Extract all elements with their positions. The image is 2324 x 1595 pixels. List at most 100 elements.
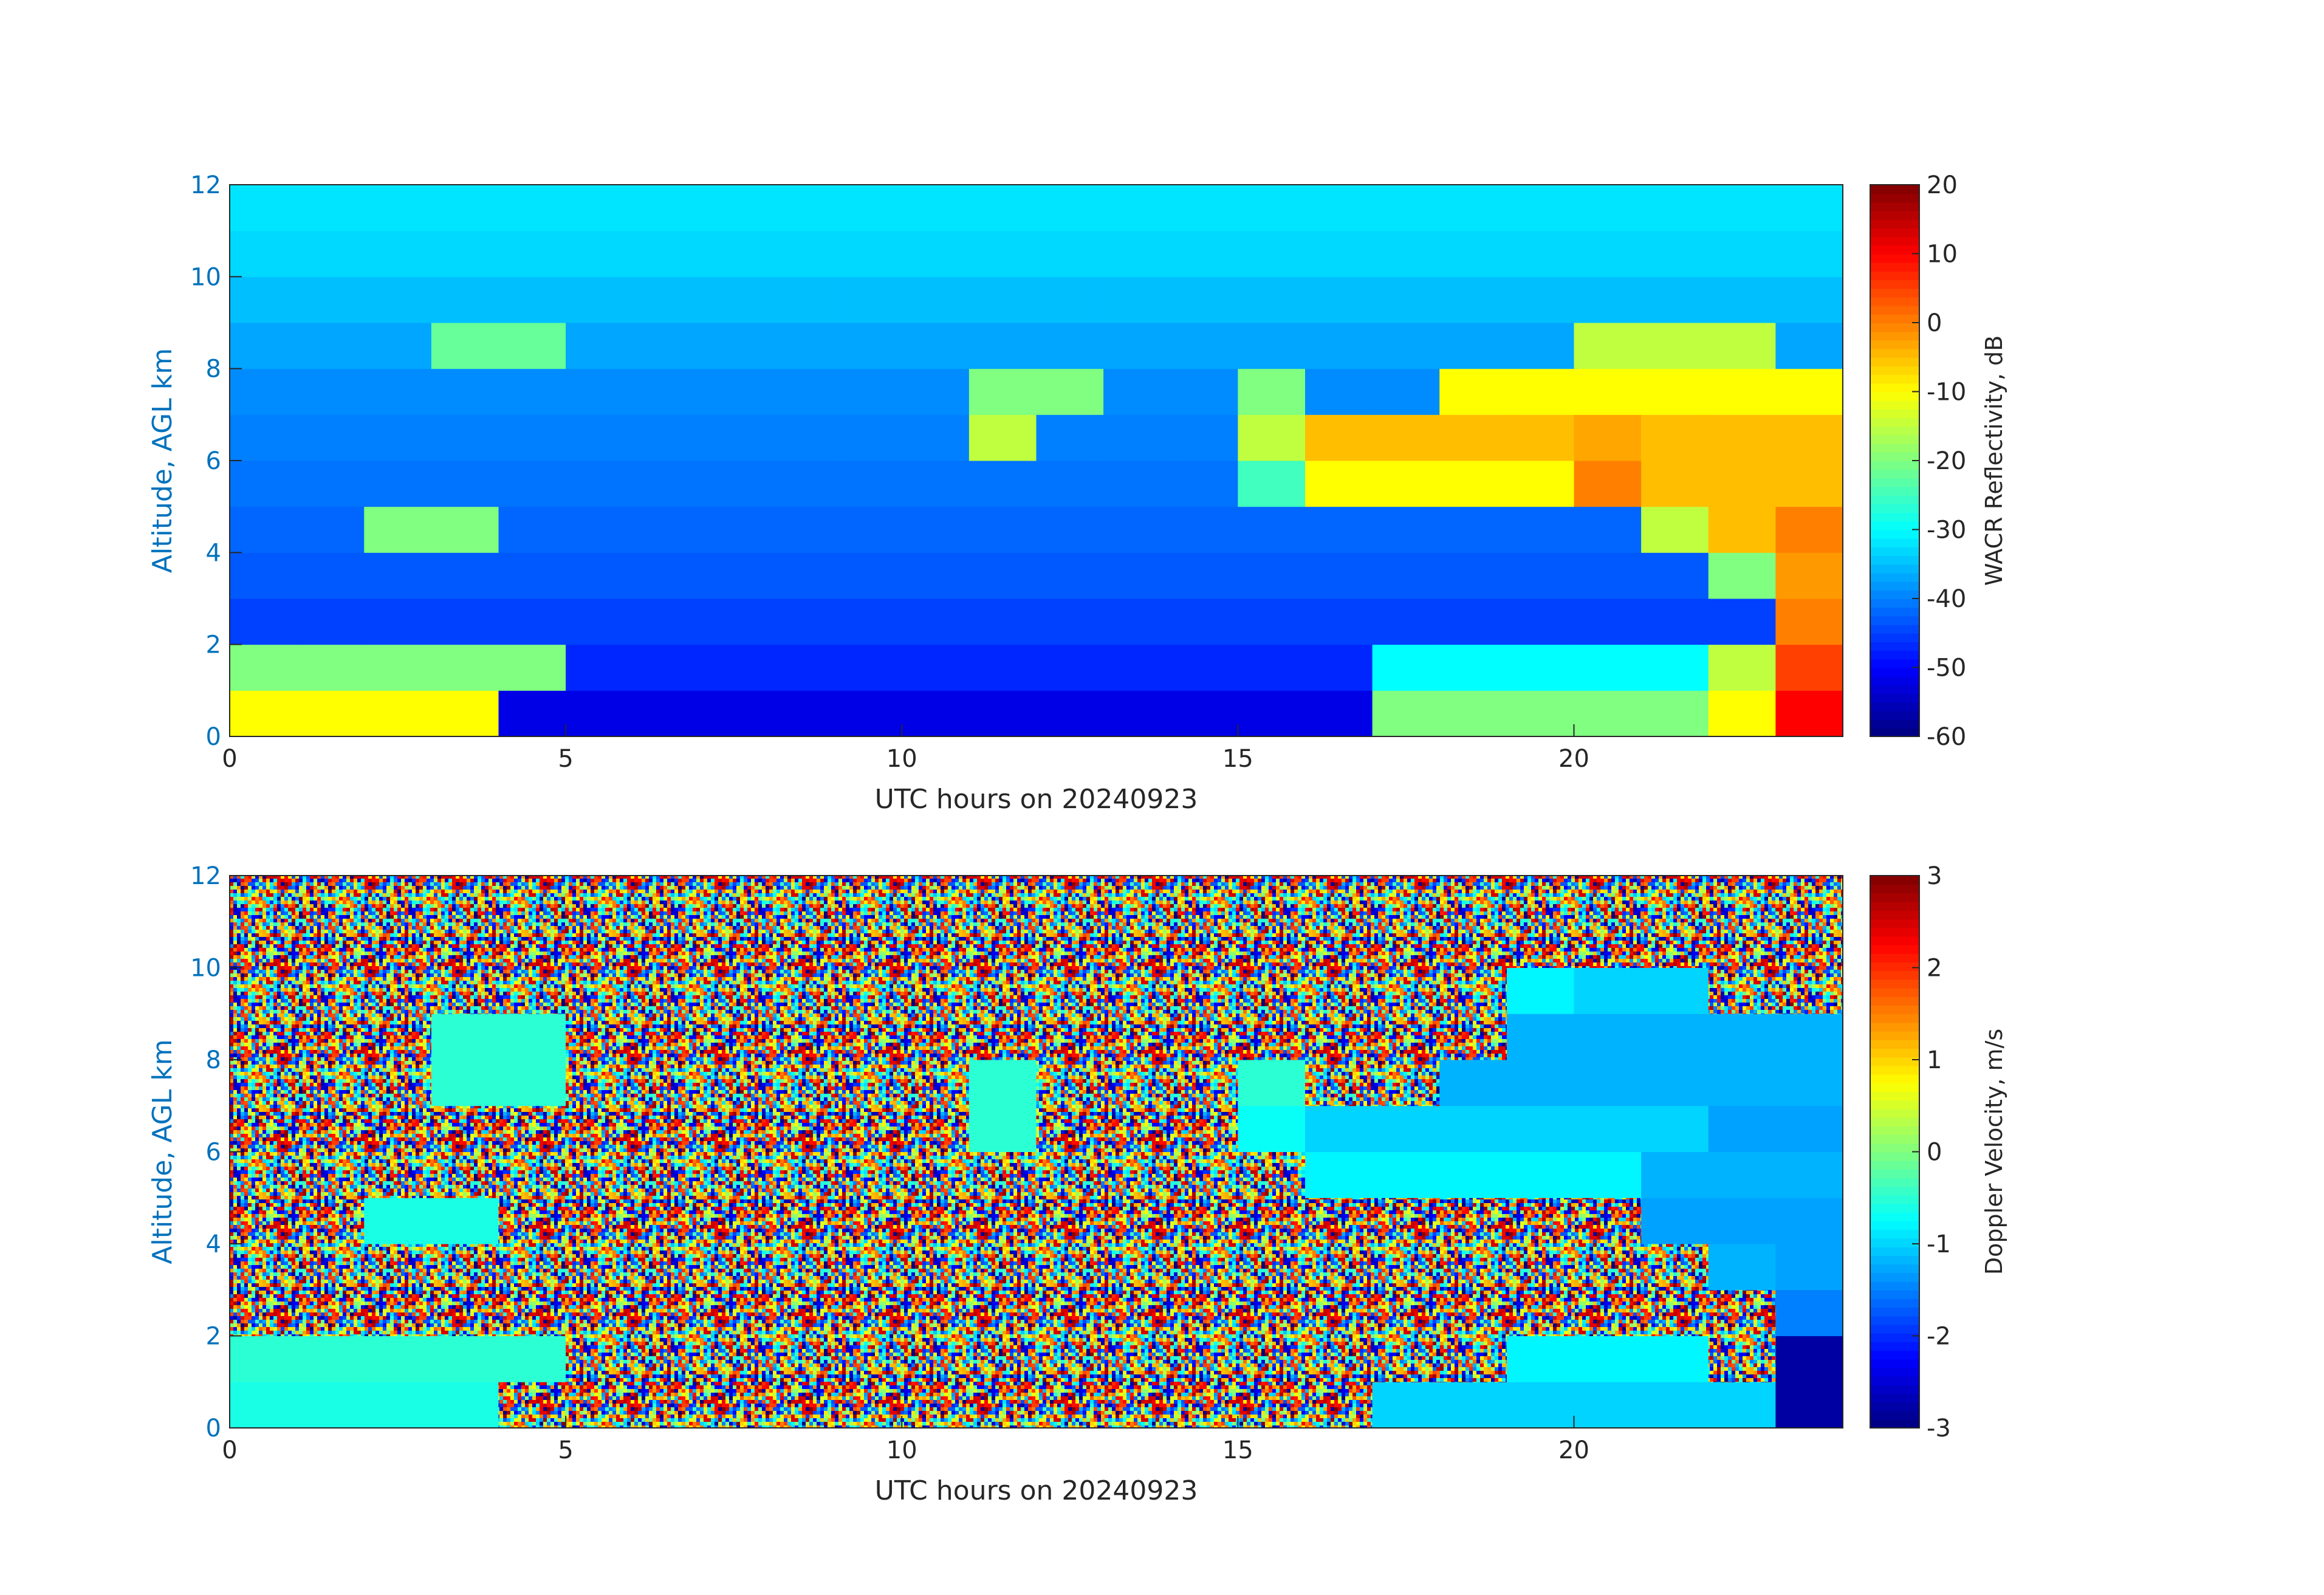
heatmap-cell — [968, 599, 1037, 645]
heatmap-cell — [1170, 368, 1238, 415]
heatmap-cell — [1238, 230, 1306, 277]
heatmap-cell — [1574, 967, 1642, 1014]
heatmap-cell — [1305, 1198, 1373, 1244]
heatmap-cell — [767, 876, 835, 922]
heatmap-cell — [1775, 1336, 1843, 1382]
colorbar-step — [1870, 884, 1919, 894]
colorbar-step — [1870, 374, 1919, 384]
heatmap-cell — [498, 506, 566, 553]
heatmap-cell — [834, 323, 902, 369]
heatmap-cell — [1372, 1014, 1440, 1060]
heatmap-cell — [1170, 552, 1238, 599]
heatmap-cell — [1641, 368, 1709, 415]
heatmap-cell — [296, 1060, 365, 1106]
heatmap-cell — [1372, 1105, 1440, 1152]
heatmap-cell — [1372, 599, 1440, 645]
colorbar-tick-label: 0 — [1927, 1139, 1942, 1167]
colorbar-step — [1870, 710, 1919, 720]
heatmap-cell — [1641, 876, 1709, 922]
heatmap-cell — [632, 1382, 701, 1429]
heatmap-cell — [1036, 1382, 1104, 1429]
heatmap-cell — [700, 506, 768, 553]
colorbar-tick-label: 2 — [1927, 955, 1942, 983]
heatmap-cell — [364, 185, 432, 232]
y-tick-label: 8 — [206, 1046, 221, 1074]
colorbar-step — [1870, 400, 1919, 410]
heatmap-cell — [1036, 1014, 1104, 1060]
heatmap-cell — [1305, 1244, 1373, 1291]
heatmap-cell — [1708, 368, 1776, 415]
heatmap-cell — [1641, 552, 1709, 599]
heatmap-cell — [1506, 323, 1574, 369]
colorbar-step — [1870, 357, 1919, 366]
colorbar-step — [1870, 219, 1919, 228]
colorbar-step — [1870, 1134, 1919, 1144]
heatmap-cell — [968, 230, 1037, 277]
heatmap-cell — [700, 552, 768, 599]
heatmap-cell — [296, 599, 365, 645]
heatmap-cell — [902, 552, 970, 599]
heatmap-cell — [431, 1244, 499, 1291]
heatmap-cell — [968, 1060, 1037, 1106]
colorbar-step — [1870, 202, 1919, 211]
heatmap-cell — [1775, 185, 1843, 232]
heatmap-cell — [632, 276, 701, 323]
heatmap-cell — [700, 967, 768, 1014]
heatmap-cell — [431, 690, 499, 737]
colorbar-step — [1870, 876, 1919, 885]
heatmap-cell — [1238, 552, 1306, 599]
heatmap-cell — [1103, 690, 1171, 737]
colorbar-tick-label: -10 — [1927, 379, 1966, 406]
heatmap-cell — [632, 1060, 701, 1106]
colorbar-step — [1870, 434, 1919, 444]
y-axis-label: Altitude, AGL km — [147, 1039, 178, 1264]
heatmap-cell — [700, 185, 768, 232]
heatmap-cell — [1775, 1105, 1843, 1152]
heatmap-cell — [968, 1198, 1037, 1244]
heatmap-cell — [1574, 461, 1642, 507]
heatmap-cell — [1305, 368, 1373, 415]
colorbar-step — [1870, 1333, 1919, 1342]
heatmap-cell — [498, 599, 566, 645]
heatmap-cell — [296, 1198, 365, 1244]
heatmap-cell — [1708, 921, 1776, 968]
heatmap-cell — [700, 1014, 768, 1060]
heatmap-cell — [364, 1151, 432, 1198]
heatmap-cell — [498, 230, 566, 277]
heatmap-cell — [566, 185, 634, 232]
heatmap-cell — [230, 230, 298, 277]
heatmap-cell — [767, 368, 835, 415]
colorbar-step — [1870, 486, 1919, 496]
heatmap-cell — [566, 276, 634, 323]
heatmap-cell — [1708, 1382, 1776, 1429]
heatmap-cell — [1506, 1289, 1574, 1336]
heatmap-cell — [1708, 1198, 1776, 1244]
heatmap-cell — [902, 461, 970, 507]
colorbar-step — [1870, 1307, 1919, 1317]
heatmap-cell — [230, 1198, 298, 1244]
y-tick-label: 0 — [206, 723, 221, 751]
heatmap-cell — [1170, 876, 1238, 922]
heatmap-cell — [364, 690, 432, 737]
heatmap-cell — [1574, 552, 1642, 599]
colorbar-tick-label: -20 — [1927, 447, 1966, 475]
colorbar-step — [1870, 1419, 1919, 1429]
heatmap-cell — [1775, 230, 1843, 277]
heatmap-cell — [1238, 1198, 1306, 1244]
heatmap-cell — [1305, 1014, 1373, 1060]
heatmap-cell — [1103, 1105, 1171, 1152]
heatmap-cell — [1641, 921, 1709, 968]
heatmap-cell — [767, 506, 835, 553]
colorbar-step — [1870, 314, 1919, 323]
heatmap-cell — [296, 1151, 365, 1198]
colorbar-step — [1870, 641, 1919, 651]
heatmap-cell — [1775, 368, 1843, 415]
heatmap-cell — [1238, 644, 1306, 691]
heatmap-cell — [1574, 599, 1642, 645]
heatmap-cell — [1439, 644, 1507, 691]
heatmap-cell — [1439, 876, 1507, 922]
heatmap-cell — [1708, 1244, 1776, 1291]
colorbar-step — [1870, 323, 1919, 332]
colorbar-step — [1870, 581, 1919, 591]
y-axis-label: Altitude, AGL km — [147, 348, 178, 573]
